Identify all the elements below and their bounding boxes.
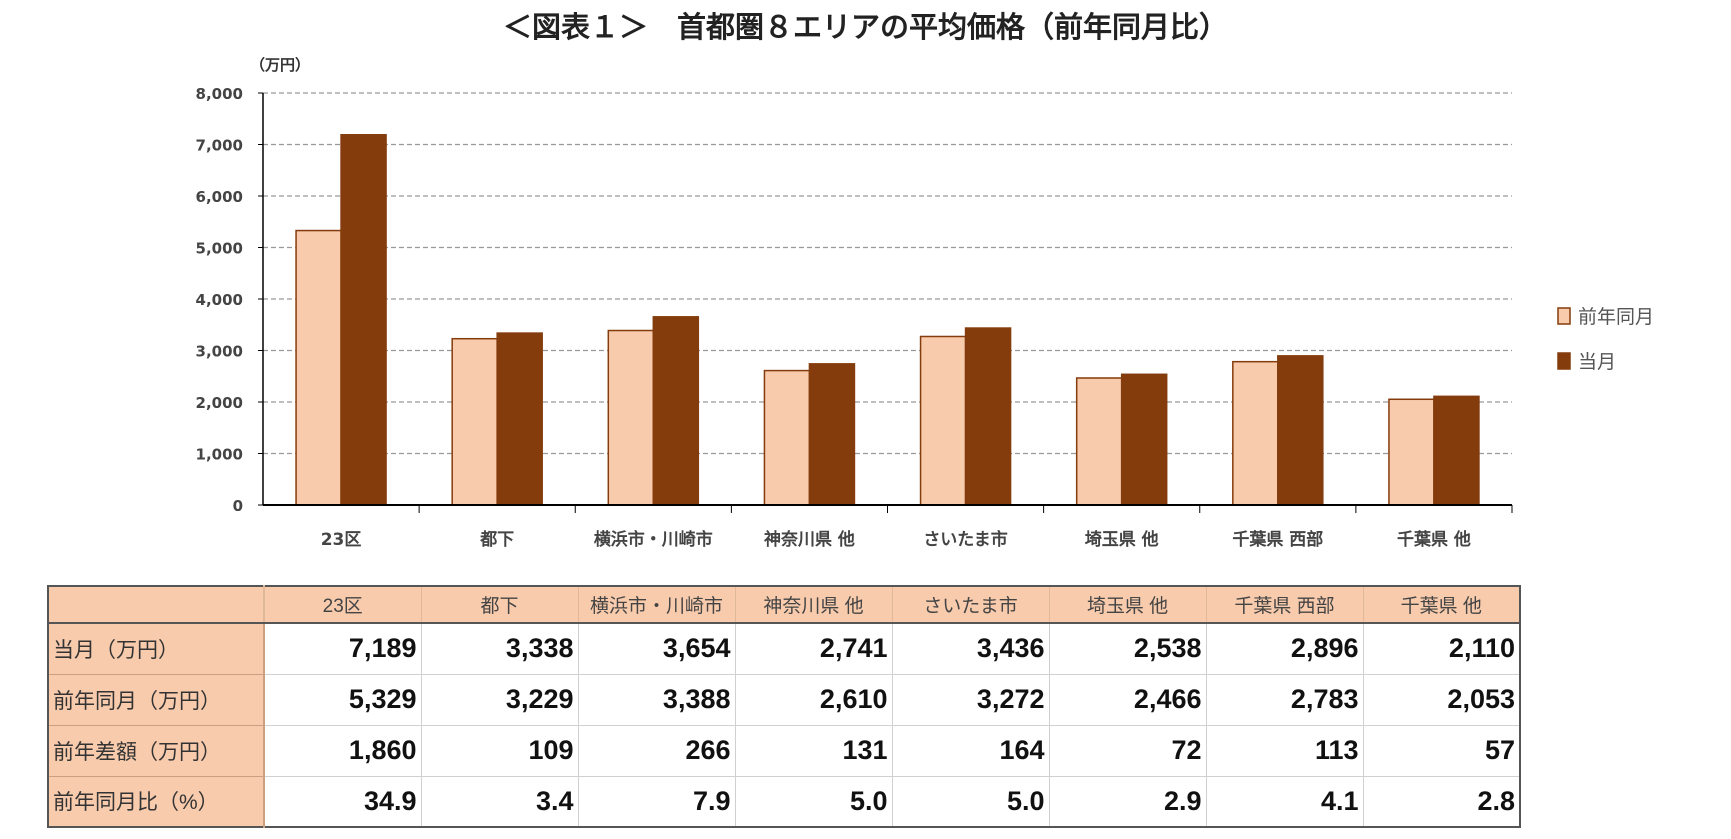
row-header: 前年同月（万円）: [47, 673, 265, 726]
table-cell: 3,654: [577, 622, 736, 675]
bar-current-month: [1433, 395, 1480, 506]
bar-previous-year: [295, 229, 342, 506]
column-header: 23区: [263, 585, 422, 624]
bar-previous-year: [451, 337, 498, 506]
table-cell: 57: [1362, 724, 1521, 777]
table-cell: 113: [1205, 724, 1364, 777]
bar-chart: （万円） 0 1,000 2,000 3,000 4,000 5,000 6,000 7,00…: [196, 56, 1654, 550]
table-cell: 5.0: [891, 775, 1050, 828]
table-header-row: 23区 都下 横浜市・川崎市 神奈川県 他さいたま市 埼玉県 他千葉県 西部 千葉県 他: [47, 585, 1521, 624]
bar-previous-year: [1075, 377, 1123, 506]
bar-current-month: [1120, 373, 1168, 506]
table-cell: 3,229: [420, 673, 579, 726]
column-header: 千葉県 西部: [1205, 585, 1364, 624]
x-tick-label: 千葉県 西部: [1232, 529, 1323, 550]
table-cell: 266: [577, 724, 736, 777]
x-tick-label: さいたま市: [923, 529, 1008, 550]
y-axis-unit: （万円）: [250, 56, 310, 74]
row-header: 前年差額（万円）: [47, 724, 265, 777]
table-cell: 3,436: [891, 622, 1050, 675]
table-row: 当月（万円） 7,189 3,338 3,654 2,741 3,436 2,538 2,89…: [47, 622, 1521, 675]
column-header: 千葉県 他: [1362, 585, 1521, 624]
x-tick-label: 23区: [321, 530, 362, 550]
x-tick-label: 埼玉県 他: [1085, 529, 1159, 550]
x-tick-label: 都下: [479, 529, 514, 550]
table-cell: 2.9: [1048, 775, 1207, 828]
table-cell: 3,388: [577, 673, 736, 726]
column-header: 都下: [420, 585, 579, 624]
bar-previous-year: [1232, 360, 1279, 506]
x-tick-label: 千葉県 他: [1397, 529, 1471, 550]
table-cell: 1,860: [263, 724, 422, 777]
table-cell: 109: [420, 724, 579, 777]
table-cell: 164: [891, 724, 1050, 777]
y-tick-label: 5,000: [196, 240, 243, 258]
bar-current-month: [652, 316, 700, 506]
y-tick-label: 7,000: [196, 137, 243, 155]
y-tick-label: 2,000: [196, 394, 243, 412]
table-row: 前年同月比（%） 34.9 3.4 7.9 5.0 5.0 2.9 4.1 2.8: [47, 775, 1521, 828]
y-tick-label: 3,000: [196, 343, 243, 361]
table-row: 前年同月（万円） 5,329 3,229 3,388 2,610 3,272 2,466 2,…: [47, 673, 1521, 726]
legend-label: 当月: [1578, 351, 1616, 373]
y-tick-label: 6,000: [196, 188, 243, 206]
table-cell: 2,466: [1048, 673, 1207, 726]
data-table: 23区 都下 横浜市・川崎市 神奈川県 他さいたま市 埼玉県 他千葉県 西部 千葉県 他当…: [47, 585, 1521, 828]
bar-current-month: [340, 134, 387, 506]
bar-previous-year: [763, 369, 811, 506]
legend-swatch: [1557, 352, 1571, 370]
bar-current-month: [964, 327, 1012, 506]
bar-current-month: [496, 332, 543, 506]
x-tick-label: 神奈川県 他: [764, 529, 855, 550]
table-cell: 2,610: [734, 673, 893, 726]
table-cell: 3.4: [420, 775, 579, 828]
table-cell: 2,741: [734, 622, 893, 675]
bar-previous-year: [1388, 398, 1435, 506]
table-cell: 72: [1048, 724, 1207, 777]
column-header: [47, 585, 265, 624]
table-cell: 2.8: [1362, 775, 1521, 828]
table-row: 前年差額（万円） 1,860 109 266 131 164 72 113 57: [47, 724, 1521, 777]
table-cell: 4.1: [1205, 775, 1364, 828]
table-cell: 2,053: [1362, 673, 1521, 726]
table-cell: 7,189: [263, 622, 422, 675]
column-header: 神奈川県 他: [734, 585, 893, 624]
table-cell: 2,783: [1205, 673, 1364, 726]
y-tick-label: 1,000: [196, 446, 243, 464]
column-header: 埼玉県 他: [1048, 585, 1207, 624]
bar-current-month: [1277, 355, 1324, 506]
table-cell: 5.0: [734, 775, 893, 828]
row-header: 当月（万円）: [47, 622, 265, 675]
bar-current-month: [808, 363, 856, 506]
table-cell: 5,329: [263, 673, 422, 726]
bar-previous-year: [919, 335, 967, 506]
table-cell: 2,110: [1362, 622, 1521, 675]
y-tick-label: 8,000: [196, 85, 243, 103]
x-tick-label: 横浜市・川崎市: [594, 529, 713, 550]
column-header: 横浜市・川崎市: [577, 585, 736, 624]
table-cell: 7.9: [577, 775, 736, 828]
row-header: 前年同月比（%）: [47, 775, 265, 828]
table-cell: 131: [734, 724, 893, 777]
table-cell: 2,896: [1205, 622, 1364, 675]
column-header: さいたま市: [891, 585, 1050, 624]
chart-title: ＜図表１＞ 首都圏８エリアの平均価格（前年同月比）: [502, 10, 1228, 44]
table-cell: 3,272: [891, 673, 1050, 726]
legend-label: 前年同月: [1578, 306, 1654, 328]
y-tick-label: 0: [233, 497, 243, 515]
bar-previous-year: [607, 329, 655, 506]
table-cell: 34.9: [263, 775, 422, 828]
table-cell: 2,538: [1048, 622, 1207, 675]
legend-swatch: [1557, 307, 1571, 325]
table-cell: 3,338: [420, 622, 579, 675]
y-tick-label: 4,000: [196, 291, 243, 309]
